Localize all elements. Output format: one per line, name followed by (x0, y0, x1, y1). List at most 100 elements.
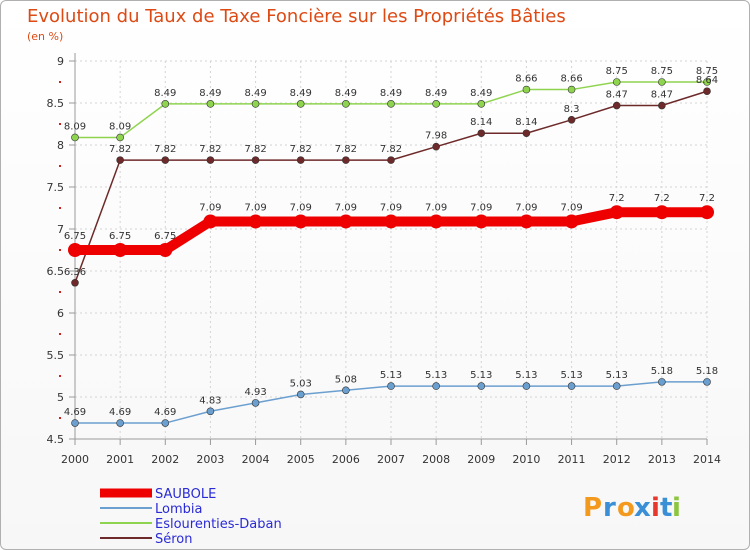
data-point (251, 156, 260, 164)
data-label: 4.69 (109, 407, 131, 418)
data-label: 5.18 (696, 366, 718, 377)
data-label: 5.13 (606, 370, 628, 381)
data-label: 8.75 (696, 66, 718, 77)
chart-title: Evolution du Taux de Taxe Foncière sur l… (27, 6, 566, 27)
x-tick-label: 2000 (61, 453, 89, 466)
data-point (296, 100, 305, 108)
data-label: 5.13 (515, 370, 537, 381)
data-label: 7.2 (654, 193, 670, 204)
data-label: 5.13 (380, 370, 402, 381)
data-point (161, 419, 170, 427)
chart-subtitle: (en %) (27, 30, 63, 43)
y-tick-label: 8.5 (47, 97, 65, 110)
data-label: 8.66 (515, 74, 537, 85)
data-point (206, 407, 215, 416)
x-tick-label: 2002 (151, 453, 179, 466)
data-point (342, 156, 350, 164)
data-point (654, 205, 669, 220)
data-label: 8.14 (515, 117, 537, 128)
data-label: 7.82 (109, 144, 131, 155)
data-point (113, 243, 128, 257)
data-label: 7.82 (199, 144, 221, 155)
data-label: 7.09 (244, 202, 266, 213)
data-point (68, 243, 82, 257)
data-label: 4.83 (199, 395, 221, 406)
data-point (387, 100, 395, 108)
data-point (432, 382, 440, 390)
legend-label: Lombia (155, 502, 202, 517)
data-label: 7.2 (609, 193, 625, 204)
data-point (703, 78, 711, 86)
data-point (703, 378, 711, 386)
data-labels: 6.75 6.75 6.75 7.09 7.09 7.09 7.09 7.09 7.09 7.09… (64, 66, 718, 418)
data-label: 8.49 (290, 88, 312, 99)
data-label: 7.09 (199, 202, 221, 213)
data-point (384, 214, 398, 229)
data-label: 7.09 (515, 202, 537, 213)
data-point (342, 100, 350, 108)
x-tick-label: 2010 (512, 453, 540, 466)
data-label: 7.09 (380, 202, 402, 213)
data-label: 4.93 (244, 387, 266, 398)
data-point (612, 382, 621, 390)
data-point (567, 382, 576, 390)
data-point (477, 100, 486, 108)
y-tick-label: 6.5 (47, 265, 65, 278)
y-tick-label: 7.5 (47, 181, 65, 194)
data-label: 8.3 (564, 104, 580, 115)
y-tick-label: 8 (57, 139, 64, 152)
data-label: 7.82 (244, 144, 266, 155)
x-tick-label: 2008 (422, 453, 450, 466)
data-label: 8.75 (606, 66, 628, 77)
data-label: 8.09 (64, 121, 86, 132)
data-label: 7.09 (335, 202, 357, 213)
data-label: 8.47 (651, 90, 673, 101)
logo-letter: i (672, 493, 681, 523)
data-point (158, 243, 173, 257)
data-label: 5.03 (290, 378, 312, 389)
data-label: 7.09 (290, 202, 312, 213)
y-tick-label: 9 (57, 55, 64, 68)
data-label: 6.75 (64, 231, 86, 242)
y-tick-label: 5.5 (47, 349, 65, 362)
logo-letter: t (660, 493, 672, 523)
logo-letter: x (634, 493, 651, 523)
data-label: 7.09 (470, 202, 492, 213)
logo-letter: P (583, 493, 602, 523)
data-point (206, 156, 215, 164)
data-point (116, 133, 124, 142)
data-point (387, 382, 395, 390)
data-point (71, 133, 79, 142)
data-point (522, 382, 531, 390)
data-point (703, 87, 711, 96)
data-point (612, 78, 621, 86)
series-lines (68, 78, 714, 427)
data-label: 6.75 (154, 231, 176, 242)
legend-label: Eslourenties-Daban (155, 517, 282, 532)
data-point (567, 85, 576, 94)
legend-label: Séron (155, 532, 193, 547)
data-label: 5.13 (470, 370, 492, 381)
data-point (658, 78, 666, 86)
data-label: 7.82 (335, 144, 357, 155)
data-label: 5.18 (651, 366, 673, 377)
data-point (519, 214, 534, 229)
data-label: 8.75 (651, 66, 673, 77)
data-point (251, 100, 260, 108)
data-label: 7.09 (560, 202, 582, 213)
data-point (432, 142, 440, 151)
data-point (522, 129, 531, 138)
data-point (161, 100, 170, 108)
data-label: 5.13 (560, 370, 582, 381)
data-point (206, 100, 215, 108)
logo-letter: o (617, 493, 635, 523)
data-point (564, 214, 579, 229)
data-point (477, 129, 486, 138)
data-point (612, 101, 621, 110)
data-label: 8.49 (199, 88, 221, 99)
data-label: 6.75 (109, 231, 131, 242)
data-label: 7.82 (154, 144, 176, 155)
data-label: 5.08 (335, 374, 357, 385)
